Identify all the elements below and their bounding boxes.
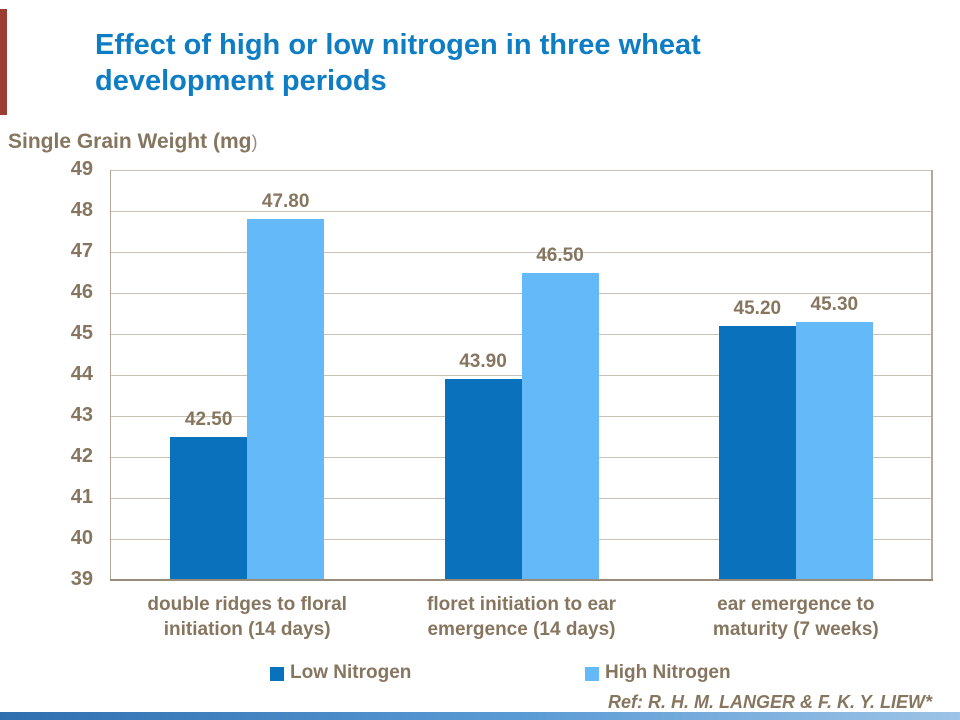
grid-line xyxy=(110,252,933,253)
x-category-label: floret initiation to ear emergence (14 da… xyxy=(384,592,658,642)
axis-line-left xyxy=(110,170,111,580)
y-tick-label: 44 xyxy=(70,363,93,385)
y-tick-label: 43 xyxy=(70,404,93,426)
reference-note: Ref: R. H. M. LANGER & F. K. Y. LIEW* xyxy=(607,692,932,712)
axis-line-right xyxy=(931,170,933,580)
bar-value-label: 47.80 xyxy=(261,191,310,213)
bar-high-nitrogen-3 xyxy=(795,321,873,580)
y-tick-label: 39 xyxy=(70,568,93,590)
legend-label: Low Nitrogen xyxy=(290,662,412,683)
y-tick-label: 40 xyxy=(70,527,93,549)
x-category-label-line: ear emergence to xyxy=(717,594,875,615)
bar-value-label: 42.50 xyxy=(184,408,233,430)
legend-label: High Nitrogen xyxy=(605,662,731,683)
bar-value-label: 46.50 xyxy=(536,244,584,266)
bar-value-label: 43.90 xyxy=(459,351,507,373)
plot-area: 42.50 43.90 45.20 47.80 46.50 45.30 xyxy=(110,170,933,581)
y-tick-label: 45 xyxy=(70,322,93,344)
x-category-label: double ridges to floral initiation (14 da… xyxy=(110,592,384,642)
slide-title-line: Effect of high or low nitrogen in three … xyxy=(95,29,701,61)
y-tick-label: 41 xyxy=(70,486,93,508)
y-tick-label: 42 xyxy=(70,445,93,467)
x-category-label-line: initiation (14 days) xyxy=(163,619,331,640)
bar-value-label: 45.30 xyxy=(810,293,859,315)
bar-value-label: 45.20 xyxy=(733,297,782,319)
axis-line-bottom xyxy=(110,579,933,581)
bar-high-nitrogen-1 xyxy=(247,219,325,580)
x-category-label-line: maturity (7 weeks) xyxy=(712,619,879,640)
y-tick-label: 48 xyxy=(70,199,93,221)
legend: Low Nitrogen High Nitrogen xyxy=(0,662,960,686)
bar-low-nitrogen-1 xyxy=(170,436,248,580)
legend-item-high-nitrogen: High Nitrogen xyxy=(585,662,731,684)
legend-item-low-nitrogen: Low Nitrogen xyxy=(270,662,411,684)
y-tick-label: 49 xyxy=(70,158,93,180)
legend-swatch-icon xyxy=(270,666,284,681)
y-axis-title: Single Grain Weight (mg) xyxy=(8,130,257,154)
y-axis-title-text: Single Grain Weight (mg xyxy=(8,130,252,153)
grid-line xyxy=(110,170,933,171)
grid-line xyxy=(110,211,933,212)
x-category-label-line: double ridges to floral xyxy=(147,594,347,615)
bar-low-nitrogen-3 xyxy=(718,325,796,580)
slide-title-line: development periods xyxy=(95,65,387,97)
bottom-accent-bar xyxy=(0,712,960,720)
slide-title: Effect of high or low nitrogen in three … xyxy=(95,27,815,99)
left-accent-bar xyxy=(0,9,7,115)
x-category-label: ear emergence to maturity (7 weeks) xyxy=(659,592,933,642)
bar-low-nitrogen-2 xyxy=(444,379,522,580)
y-tick-label: 46 xyxy=(70,281,93,303)
x-category-label-line: floret initiation to ear xyxy=(427,594,616,615)
x-category-label-line: emergence (14 days) xyxy=(427,619,616,640)
legend-swatch-icon xyxy=(585,666,599,681)
y-tick-label: 47 xyxy=(70,240,93,262)
y-axis-title-paren: ) xyxy=(251,132,258,152)
bar-high-nitrogen-2 xyxy=(521,272,599,580)
